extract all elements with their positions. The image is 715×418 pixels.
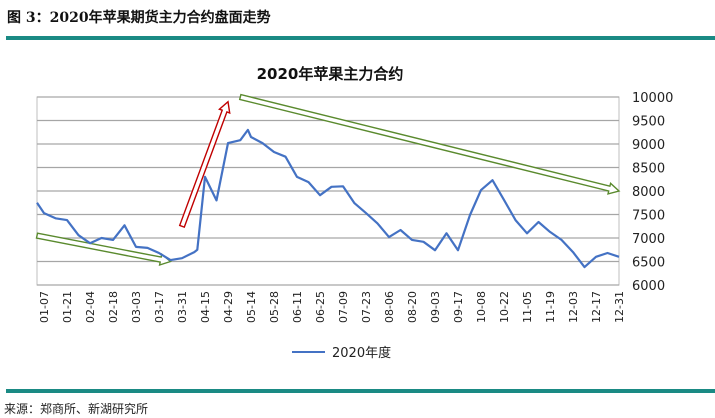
x-tick-label: 02-04 [84, 291, 97, 323]
x-tick-label: 05-28 [268, 291, 281, 323]
x-tick-label: 10-22 [498, 291, 511, 323]
x-tick-label: 03-31 [176, 291, 189, 323]
x-tick-label: 07-09 [337, 291, 350, 323]
y-tick-label: 7000 [632, 232, 665, 247]
y-tick-label: 6500 [632, 256, 665, 271]
y-tick-label: 8500 [632, 162, 665, 177]
footer-divider [6, 389, 715, 393]
x-tick-label: 10-08 [475, 291, 488, 323]
x-tick-label: 08-06 [383, 291, 396, 323]
x-tick-label: 01-07 [38, 291, 51, 323]
x-tick-label: 04-29 [222, 291, 235, 323]
x-tick-label: 08-20 [406, 291, 419, 323]
x-tick-label: 09-17 [452, 291, 465, 323]
x-tick-label: 06-11 [291, 291, 304, 323]
series-line [36, 128, 620, 269]
x-tick-label: 11-19 [544, 291, 557, 323]
source-note: 来源：郑商所、新湖研究所 [4, 402, 149, 416]
header-divider [6, 36, 715, 40]
legend-label: 2020年度 [332, 345, 391, 361]
x-tick-label: 11-05 [521, 291, 534, 323]
x-tick-label: 06-25 [314, 291, 327, 323]
x-tick-label: 12-17 [590, 291, 603, 323]
chart-title: 2020年苹果主力合约 [257, 65, 404, 83]
figure-title: 图 3：2020年苹果期货主力合约盘面走势 [7, 10, 271, 26]
x-tick-label: 02-18 [107, 291, 120, 323]
legend: 2020年度 [292, 345, 391, 361]
x-tick-label: 01-21 [61, 291, 74, 323]
x-tick-label: 04-15 [199, 291, 212, 323]
x-tick-label: 05-14 [245, 291, 258, 323]
y-tick-label: 9000 [632, 138, 665, 153]
downtrend-arrow [238, 93, 621, 195]
x-tick-label: 03-03 [130, 291, 143, 323]
y-tick-label: 6000 [632, 279, 665, 294]
y-tick-label: 9500 [632, 115, 665, 130]
uptrend-arrow [178, 100, 231, 228]
x-tick-label: 12-31 [613, 291, 626, 323]
x-tick-label: 07-23 [360, 291, 373, 323]
x-tick-label: 12-03 [567, 291, 580, 323]
y-tick-label: 10000 [632, 91, 673, 106]
x-tick-label: 03-17 [153, 291, 166, 323]
y-tick-label: 8000 [632, 185, 665, 200]
x-tick-label: 09-03 [429, 291, 442, 323]
y-tick-label: 7500 [632, 209, 665, 224]
